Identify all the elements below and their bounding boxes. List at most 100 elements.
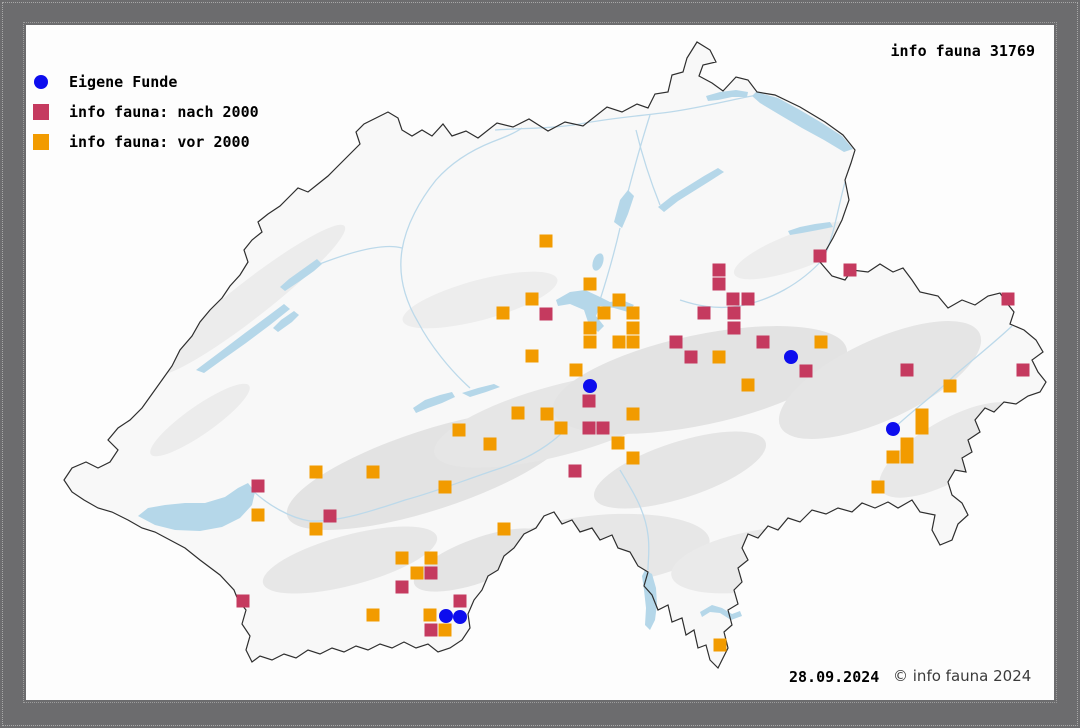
marker-vor-2000 [713, 638, 727, 652]
country-border [63, 41, 1047, 670]
legend-label-eigene-funde: Eigene Funde [69, 73, 178, 91]
marker-vor-2000 [438, 480, 452, 494]
lake-zug [614, 190, 634, 228]
marker-vor-2000 [569, 363, 583, 377]
marker-vor-2000 [309, 465, 323, 479]
marker-vor-2000 [511, 406, 525, 420]
marker-vor-2000 [611, 436, 625, 450]
lake-neuchatel [196, 304, 290, 373]
marker-nach-2000 [697, 306, 711, 320]
lake-biel [280, 259, 322, 291]
marker-nach-2000 [453, 594, 467, 608]
vor-2000-square-icon [33, 134, 49, 150]
marker-nach-2000 [568, 464, 582, 478]
lake-brienz [462, 384, 500, 397]
map-date: 28.09.2024 [789, 668, 880, 686]
marker-eigene-funde [453, 610, 467, 624]
marker-nach-2000 [539, 307, 553, 321]
marker-nach-2000 [727, 306, 741, 320]
marker-nach-2000 [596, 421, 610, 435]
map-title: info fauna 31769 [890, 42, 1036, 60]
marker-nach-2000 [843, 263, 857, 277]
marker-eigene-funde [886, 422, 900, 436]
marker-nach-2000 [669, 335, 683, 349]
marker-vor-2000 [583, 321, 597, 335]
lakes [138, 90, 853, 630]
marker-nach-2000 [424, 566, 438, 580]
marker-vor-2000 [525, 349, 539, 363]
marker-vor-2000 [497, 522, 511, 536]
marker-nach-2000 [395, 580, 409, 594]
marker-nach-2000 [1016, 363, 1030, 377]
legend-item-vor-2000: info fauna: vor 2000 [31, 127, 259, 157]
marker-vor-2000 [626, 335, 640, 349]
marker-nach-2000 [712, 277, 726, 291]
marker-vor-2000 [366, 465, 380, 479]
legend-item-nach-2000: info fauna: nach 2000 [31, 97, 259, 127]
marker-nach-2000 [726, 292, 740, 306]
marker-vor-2000 [597, 306, 611, 320]
marker-vor-2000 [539, 234, 553, 248]
marker-vor-2000 [423, 608, 437, 622]
marker-nach-2000 [727, 321, 741, 335]
legend: Eigene Funde info fauna: nach 2000 info … [31, 67, 259, 157]
marker-vor-2000 [525, 292, 539, 306]
marker-vor-2000 [626, 451, 640, 465]
marker-vor-2000 [612, 335, 626, 349]
eigene-funde-circle-icon [34, 75, 48, 89]
marker-vor-2000 [626, 407, 640, 421]
marker-vor-2000 [741, 378, 755, 392]
marker-nach-2000 [323, 509, 337, 523]
marker-nach-2000 [741, 292, 755, 306]
marker-vor-2000 [814, 335, 828, 349]
marker-vor-2000 [900, 450, 914, 464]
marker-vor-2000 [554, 421, 568, 435]
lake-untersee [706, 90, 748, 101]
marker-vor-2000 [583, 277, 597, 291]
marker-vor-2000 [583, 335, 597, 349]
switzerland-map [63, 41, 1047, 670]
marker-nach-2000 [712, 263, 726, 277]
marker-vor-2000 [540, 407, 554, 421]
marker-nach-2000 [236, 594, 250, 608]
marker-vor-2000 [943, 379, 957, 393]
marker-vor-2000 [900, 437, 914, 451]
marker-vor-2000 [496, 306, 510, 320]
map-panel [23, 22, 1057, 703]
marker-eigene-funde [784, 350, 798, 364]
marker-vor-2000 [626, 306, 640, 320]
marker-nach-2000 [900, 363, 914, 377]
lake-lugano [700, 605, 742, 620]
marker-nach-2000 [1001, 292, 1015, 306]
marker-vor-2000 [452, 423, 466, 437]
marker-vor-2000 [915, 421, 929, 435]
legend-item-eigene-funde: Eigene Funde [31, 67, 259, 97]
marker-eigene-funde [439, 609, 453, 623]
marker-vor-2000 [366, 608, 380, 622]
marker-vor-2000 [251, 508, 265, 522]
marker-vor-2000 [483, 437, 497, 451]
marker-vor-2000 [424, 551, 438, 565]
marker-vor-2000 [886, 450, 900, 464]
marker-eigene-funde [583, 379, 597, 393]
marker-nach-2000 [756, 335, 770, 349]
marker-vor-2000 [626, 321, 640, 335]
marker-nach-2000 [251, 479, 265, 493]
marker-vor-2000 [410, 566, 424, 580]
lake-zurich [658, 168, 724, 212]
lake-thun [413, 392, 455, 413]
marker-nach-2000 [684, 350, 698, 364]
lake-constance [752, 92, 853, 152]
legend-label-nach-2000: info fauna: nach 2000 [69, 103, 259, 121]
marker-vor-2000 [395, 551, 409, 565]
lake-sarnen [592, 253, 604, 271]
marker-nach-2000 [799, 364, 813, 378]
lake-geneva [138, 483, 255, 531]
lake-murten [273, 311, 299, 332]
marker-vor-2000 [871, 480, 885, 494]
marker-vor-2000 [915, 408, 929, 422]
lake-lucerne [556, 290, 634, 332]
marker-vor-2000 [438, 623, 452, 637]
